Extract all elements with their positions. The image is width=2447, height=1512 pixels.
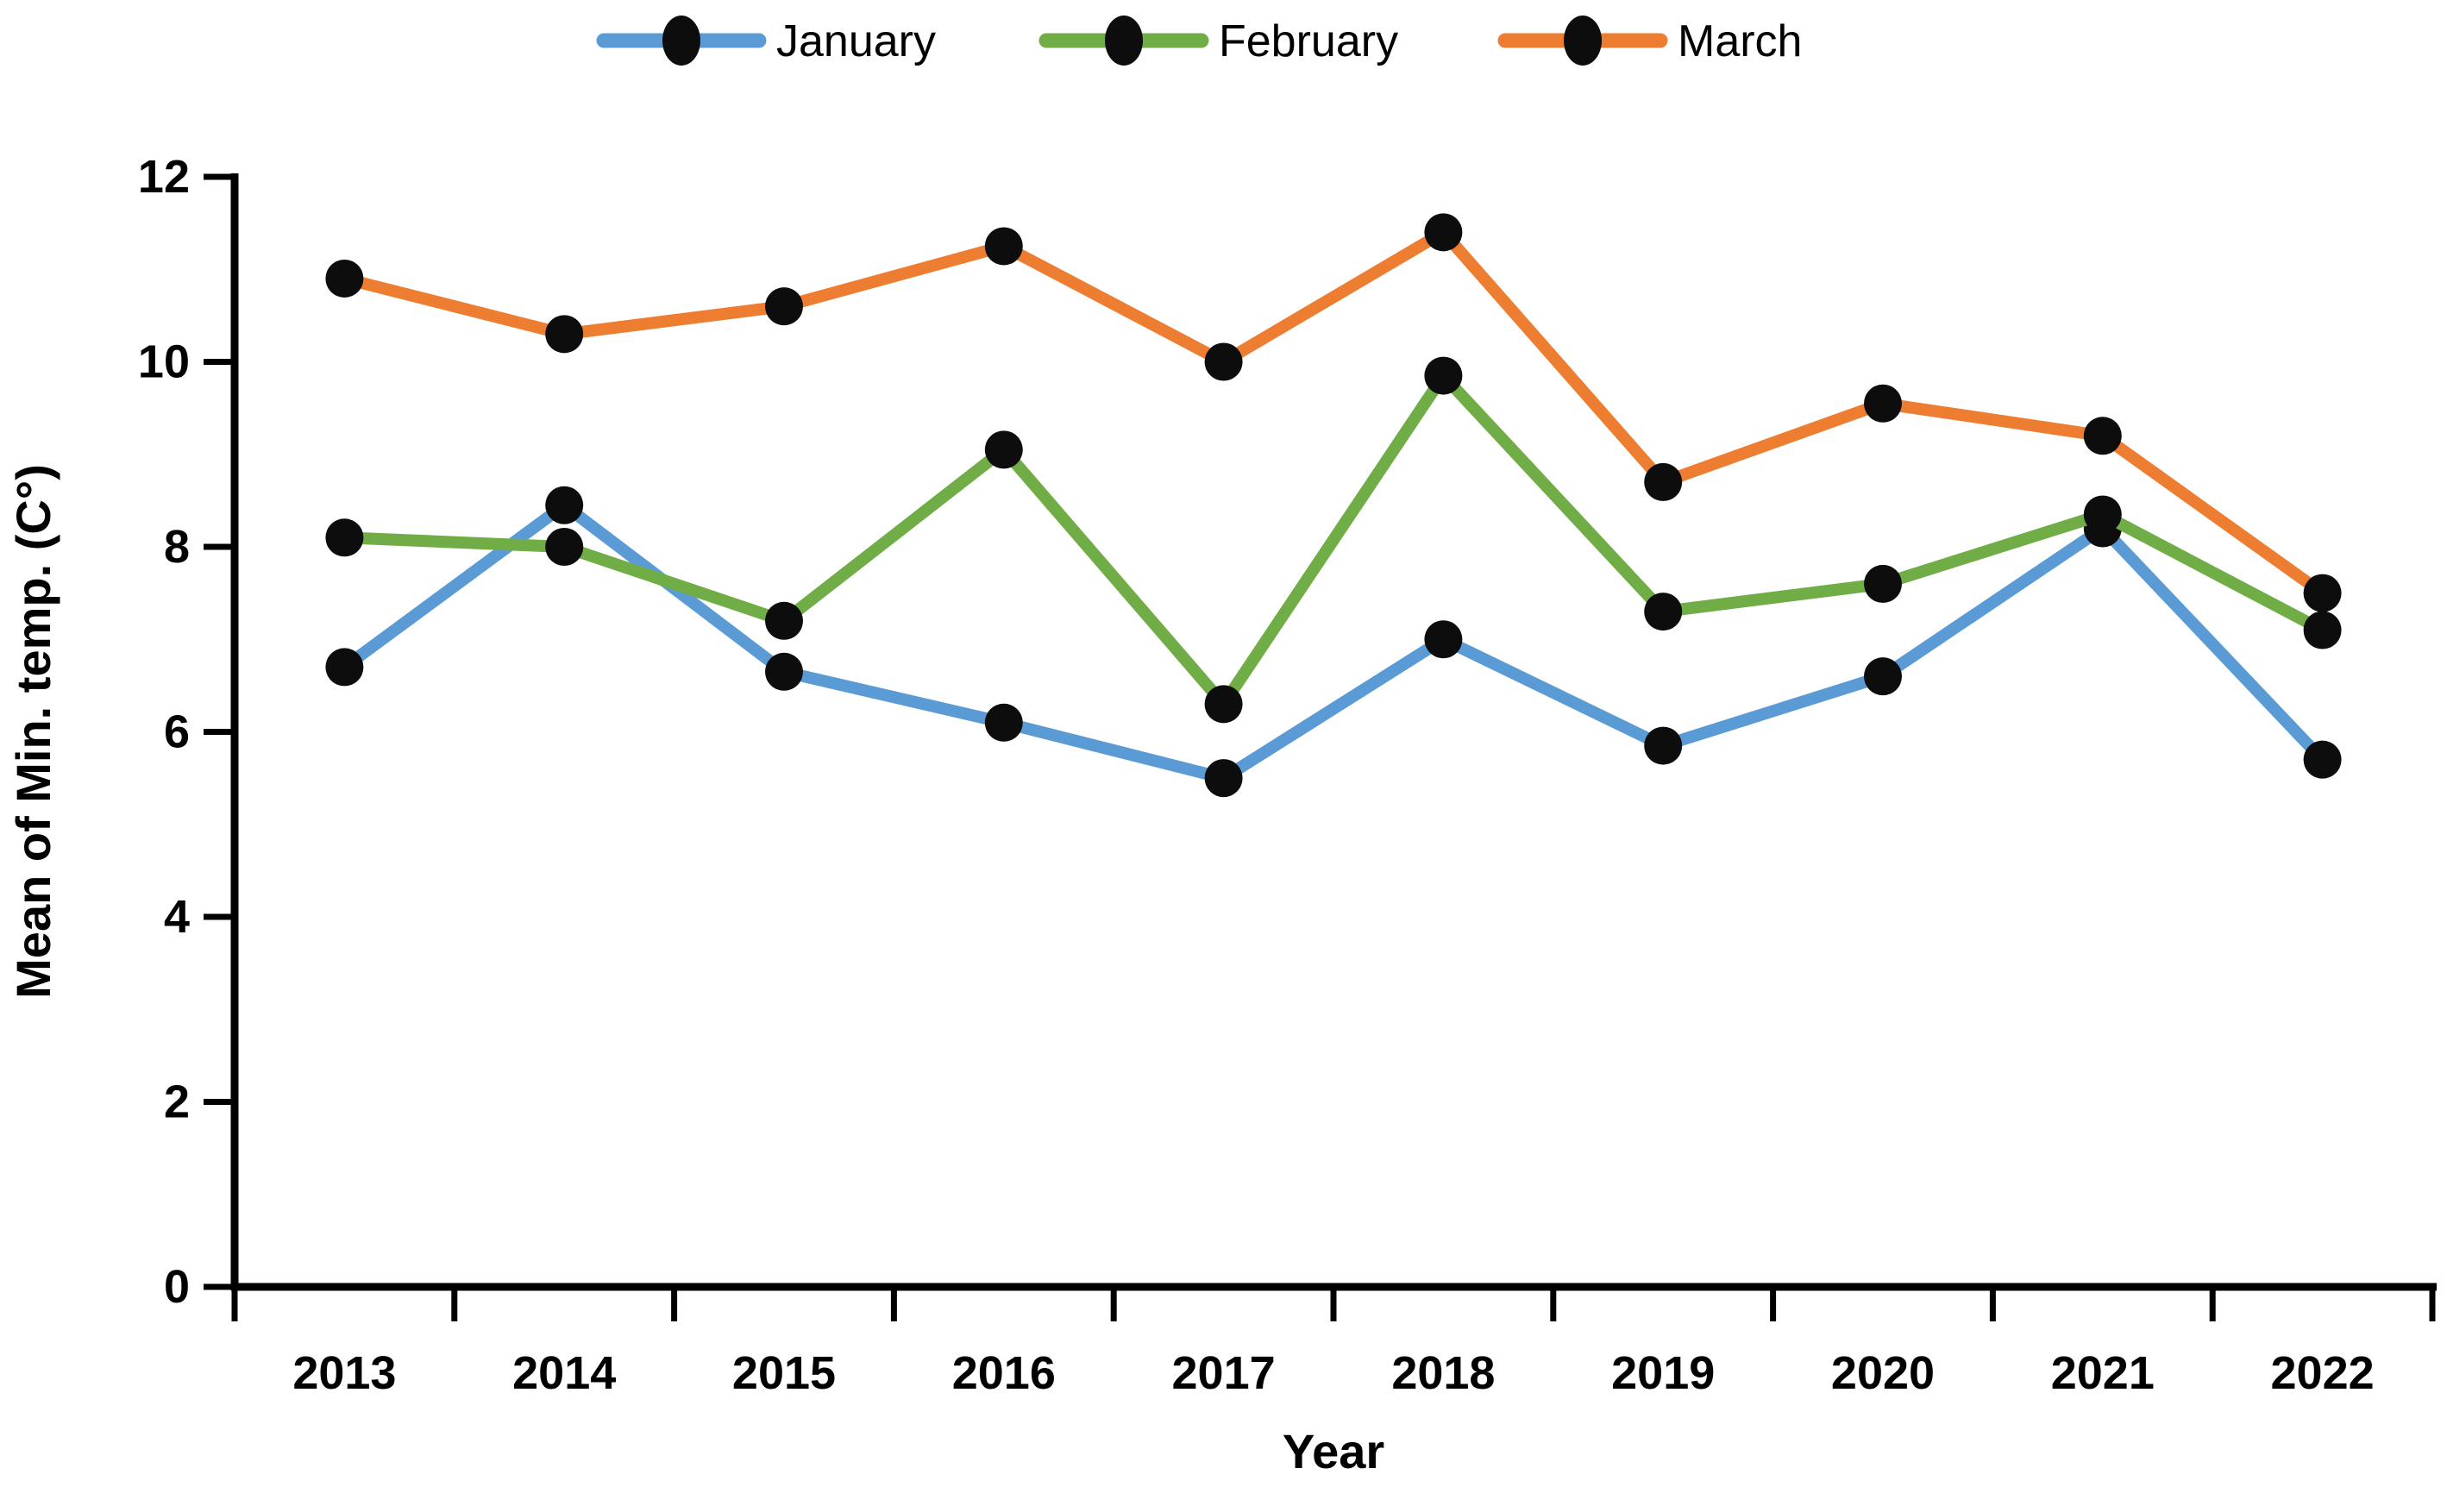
legend: January February March <box>596 16 1802 66</box>
x-tick-label: 2019 <box>1611 1347 1715 1399</box>
x-tick-label: 2017 <box>1172 1347 1276 1399</box>
legend-marker-dot <box>1105 16 1143 66</box>
x-tick-label: 2022 <box>2271 1347 2375 1399</box>
series-marker-march <box>765 287 803 326</box>
x-tick-label: 2018 <box>1391 1347 1495 1399</box>
series-marker-march <box>1204 342 1243 381</box>
x-tick-label: 2016 <box>952 1347 1056 1399</box>
legend-label: January <box>776 16 936 66</box>
axes: 0 2 4 6 8 10 12 2013 2014 2015 2016 2017 2018 2019 202… <box>138 151 2437 1399</box>
legend-marker-dot <box>662 16 700 66</box>
series-marker-february <box>1644 593 1683 631</box>
series-marker-march <box>325 259 364 298</box>
series-marker-february <box>765 601 803 640</box>
legend-marker-dot <box>1564 16 1602 66</box>
series-line-march <box>338 226 2329 599</box>
series-marker-january <box>325 648 364 687</box>
series-marker-february <box>1424 356 1463 395</box>
y-tick-label: 8 <box>164 521 190 573</box>
series-marker-january <box>545 486 584 524</box>
series-marker-january <box>1204 759 1243 798</box>
x-tick-label: 2020 <box>1831 1347 1935 1399</box>
y-tick-label: 4 <box>164 891 190 943</box>
series-marker-january <box>765 652 803 691</box>
series-marker-march <box>545 315 584 354</box>
y-tick-label: 0 <box>164 1261 190 1313</box>
series-marker-february <box>545 528 584 566</box>
series-marker-january <box>984 703 1023 742</box>
series-marker-january <box>2303 740 2342 779</box>
series-marker-march <box>1424 213 1463 252</box>
series-marker-march <box>2083 417 2122 455</box>
y-tick-label: 6 <box>164 706 190 758</box>
series-marker-march <box>1644 462 1683 501</box>
series-marker-february <box>1864 564 1902 603</box>
legend-item-march: March <box>1497 16 1802 66</box>
x-tick-label: 2015 <box>732 1347 836 1399</box>
y-tick-label: 2 <box>164 1076 190 1128</box>
legend-item-january: January <box>596 16 936 66</box>
series-marker-march <box>984 227 1023 266</box>
series-marker-march <box>1864 384 1902 423</box>
legend-item-february: February <box>1038 16 1398 66</box>
series-marker-march <box>2303 574 2342 612</box>
x-tick-label: 2014 <box>512 1347 616 1399</box>
series-layer <box>325 213 2342 798</box>
series-marker-january <box>1644 726 1683 765</box>
series-marker-february <box>1204 685 1243 724</box>
series-marker-february <box>325 518 364 557</box>
x-axis-title: Year <box>1283 1424 1384 1478</box>
series-marker-january <box>1424 620 1463 659</box>
series-marker-february <box>984 430 1023 469</box>
series-marker-january <box>1864 657 1902 696</box>
x-tick-label: 2013 <box>292 1347 396 1399</box>
legend-label: March <box>1678 16 1802 66</box>
legend-label: February <box>1219 16 1398 66</box>
y-tick-label: 10 <box>138 336 190 388</box>
x-tick-label: 2021 <box>2051 1347 2155 1399</box>
series-line-february <box>338 369 2329 711</box>
y-tick-label: 12 <box>138 151 190 203</box>
series-marker-february <box>2083 495 2122 534</box>
y-axis-title: Mean of Min. temp. (C°) <box>6 464 60 999</box>
series-marker-february <box>2303 611 2342 649</box>
